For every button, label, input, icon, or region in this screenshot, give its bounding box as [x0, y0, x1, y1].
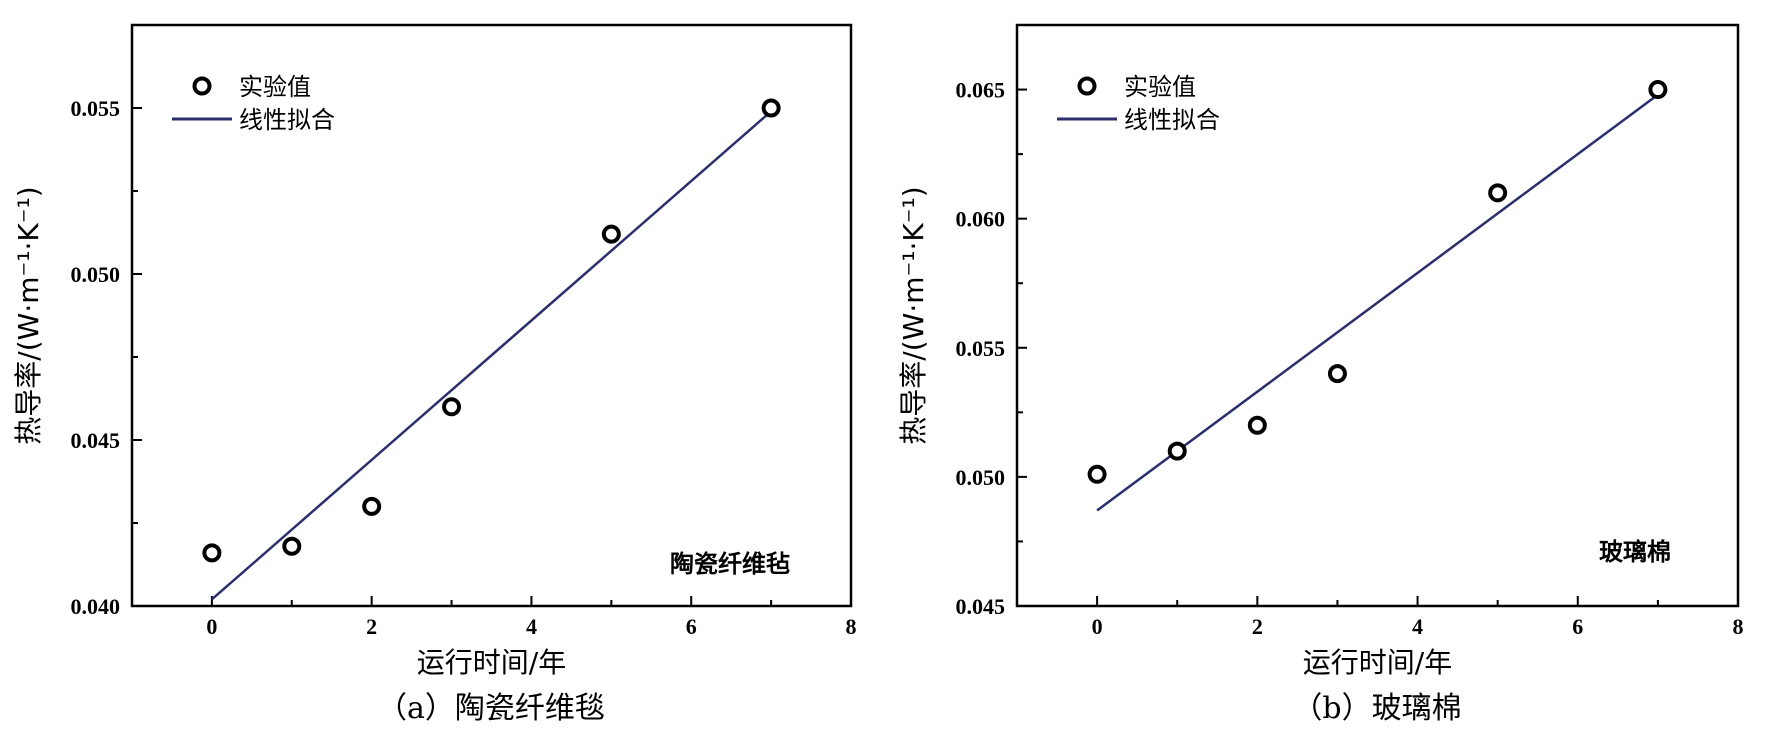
y-tick-label: 0.045 — [71, 428, 121, 453]
data-point — [202, 543, 222, 563]
legend-label-points: 实验值 — [1124, 73, 1196, 101]
x-tick-label: 2 — [366, 614, 377, 639]
y-tick-label: 0.065 — [956, 78, 1006, 103]
y-tick-label: 0.050 — [956, 465, 1006, 490]
material-annotation: 陶瓷纤维毡 — [670, 550, 790, 578]
legend-label-points: 实验值 — [239, 73, 311, 101]
x-tick-label: 4 — [526, 614, 537, 639]
y-tick-label: 0.050 — [71, 262, 121, 287]
x-axis-label: 运行时间/年 — [417, 646, 566, 679]
legend-label-line: 线性拟合 — [1124, 106, 1220, 134]
x-tick-label: 6 — [686, 614, 697, 639]
x-tick-label: 4 — [1412, 614, 1423, 639]
data-point — [601, 224, 621, 244]
y-tick-label: 0.055 — [956, 336, 1006, 361]
legend-label-line: 线性拟合 — [239, 106, 335, 134]
x-axis-label: 运行时间/年 — [1303, 646, 1452, 679]
legend-marker-points — [1077, 76, 1097, 96]
x-tick-label: 8 — [1733, 614, 1744, 639]
y-tick-label: 0.045 — [956, 594, 1006, 619]
x-tick-label: 0 — [1092, 614, 1103, 639]
chart-panel-b: 0 2 4 6 8 0.045 0.050 0.055 0.060 0.065 实验值线性拟合玻璃棉… — [897, 23, 1744, 726]
plot-frame — [1015, 23, 1740, 608]
subfigure-caption: （b）玻璃棉 — [1292, 691, 1461, 726]
y-axis-label: 热导率/(W·m⁻¹·K⁻¹) — [12, 186, 45, 444]
data-point — [1327, 364, 1347, 384]
data-point — [1167, 441, 1187, 461]
x-tick-label: 8 — [846, 614, 857, 639]
data-point — [1488, 183, 1508, 203]
chart-panel-a: 0 2 4 6 8 0.040 0.045 0.050 0.055 实验值线性拟合陶瓷纤维毡运行时… — [12, 23, 857, 726]
data-point — [1247, 415, 1267, 435]
fit-line — [211, 110, 772, 601]
legend-marker-points — [192, 76, 212, 96]
data-point — [1087, 464, 1107, 484]
plot-frame — [130, 23, 853, 608]
x-tick-label: 2 — [1252, 614, 1263, 639]
data-point — [761, 98, 781, 118]
x-tick-label: 6 — [1572, 614, 1583, 639]
subfigure-caption: （a）陶瓷纤维毯 — [377, 691, 605, 726]
material-annotation: 玻璃棉 — [1599, 538, 1671, 566]
fit-line — [1096, 93, 1659, 512]
data-point — [442, 397, 462, 417]
x-tick-label: 0 — [206, 614, 217, 639]
y-tick-label: 0.040 — [71, 594, 121, 619]
data-point — [282, 536, 302, 556]
data-point — [362, 496, 382, 516]
y-axis-label: 热导率/(W·m⁻¹·K⁻¹) — [897, 186, 930, 444]
y-tick-label: 0.060 — [956, 207, 1006, 232]
data-point — [1648, 80, 1668, 100]
y-tick-label: 0.055 — [71, 96, 121, 121]
